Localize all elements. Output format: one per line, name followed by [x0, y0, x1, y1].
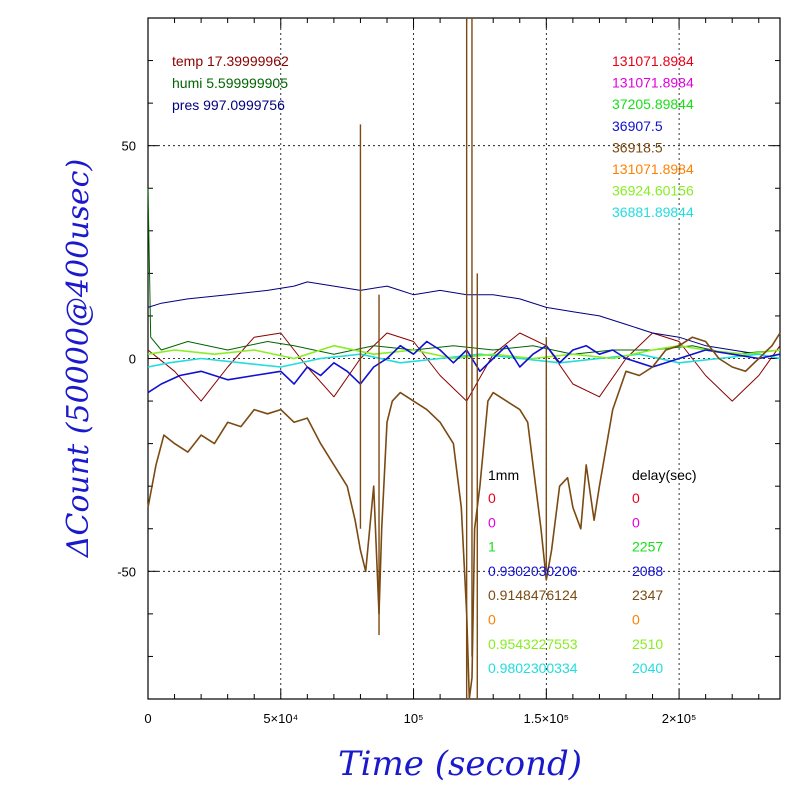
series-line-4 [147, 344, 781, 360]
table-cell-1mm: 0.9543227553 [488, 636, 578, 652]
channel-value: 36918.5 [612, 139, 663, 155]
channel-value: 131071.8984 [612, 161, 694, 177]
table-cell-delay: 2088 [632, 563, 663, 579]
x-axis-title: Time (second) [338, 744, 582, 784]
table-cell-1mm: 0 [488, 514, 496, 530]
axis-ticks [147, 17, 780, 699]
y-tick-labels: 50 0 -50 [117, 139, 136, 580]
table-header-1mm: 1mm [488, 467, 519, 483]
table-cell-1mm: 1 [488, 539, 496, 555]
table-cell-1mm: 0.9802300334 [488, 660, 578, 676]
channel-value: 36924.60156 [612, 183, 694, 199]
x-tick-label: 10⁵ [404, 711, 424, 726]
table-cell-delay: 0 [632, 514, 640, 530]
y-tick-label: -50 [117, 564, 136, 579]
series-line-2 [147, 281, 781, 359]
channel-value: 131071.8984 [612, 53, 694, 69]
y-tick-label: 0 [129, 352, 136, 367]
table-cell-1mm: 0 [488, 490, 496, 506]
series-line-6 [147, 332, 781, 700]
channel-values: 131071.8984 131071.8984 37205.89844 36907.5… [612, 53, 694, 220]
env-readouts: temp 17.39999962 humi 5.599999905 pres 997… [172, 53, 289, 113]
channel-value: 36881.89844 [612, 204, 694, 220]
x-tick-label: 2×10⁵ [662, 711, 697, 726]
x-tick-label: 5×10⁴ [263, 711, 298, 726]
env-readout: humi 5.599999905 [172, 75, 288, 91]
table-cell-delay: 2347 [632, 587, 663, 603]
table-cell-delay: 2257 [632, 539, 663, 555]
y-tick-label: 50 [122, 139, 136, 154]
table-cell-delay: 2040 [632, 660, 663, 676]
table-cell-delay: 2510 [632, 636, 663, 652]
table-cell-delay: 0 [632, 612, 640, 628]
channel-value: 37205.89844 [612, 96, 694, 112]
series-layer [147, 188, 781, 700]
table-cell-1mm: 0.9302030206 [488, 563, 578, 579]
x-tick-label: 1.5×10⁵ [524, 711, 570, 726]
table-header-delay: delay(sec) [632, 467, 697, 483]
table-cell-1mm: 0.9148476124 [488, 587, 578, 603]
channel-table: 1mm delay(sec) 0 0 0 0 1 2257 0.9302030206 2088 0.… [488, 467, 697, 676]
table-cell-delay: 0 [632, 490, 640, 506]
series-line-5 [147, 340, 781, 394]
env-readout: temp 17.39999962 [172, 53, 289, 69]
channel-value: 36907.5 [612, 118, 663, 134]
env-readout: pres 997.0999756 [172, 97, 285, 113]
channel-value: 131071.8984 [612, 75, 694, 91]
y-axis-title: ΔCount (50000@400usec) [61, 159, 96, 558]
x-tick-labels: 0 5×10⁴ 10⁵ 1.5×10⁵ 2×10⁵ [144, 711, 696, 726]
table-cell-1mm: 0 [488, 612, 496, 628]
x-tick-label: 0 [144, 711, 151, 726]
spike-marks [359, 18, 548, 699]
